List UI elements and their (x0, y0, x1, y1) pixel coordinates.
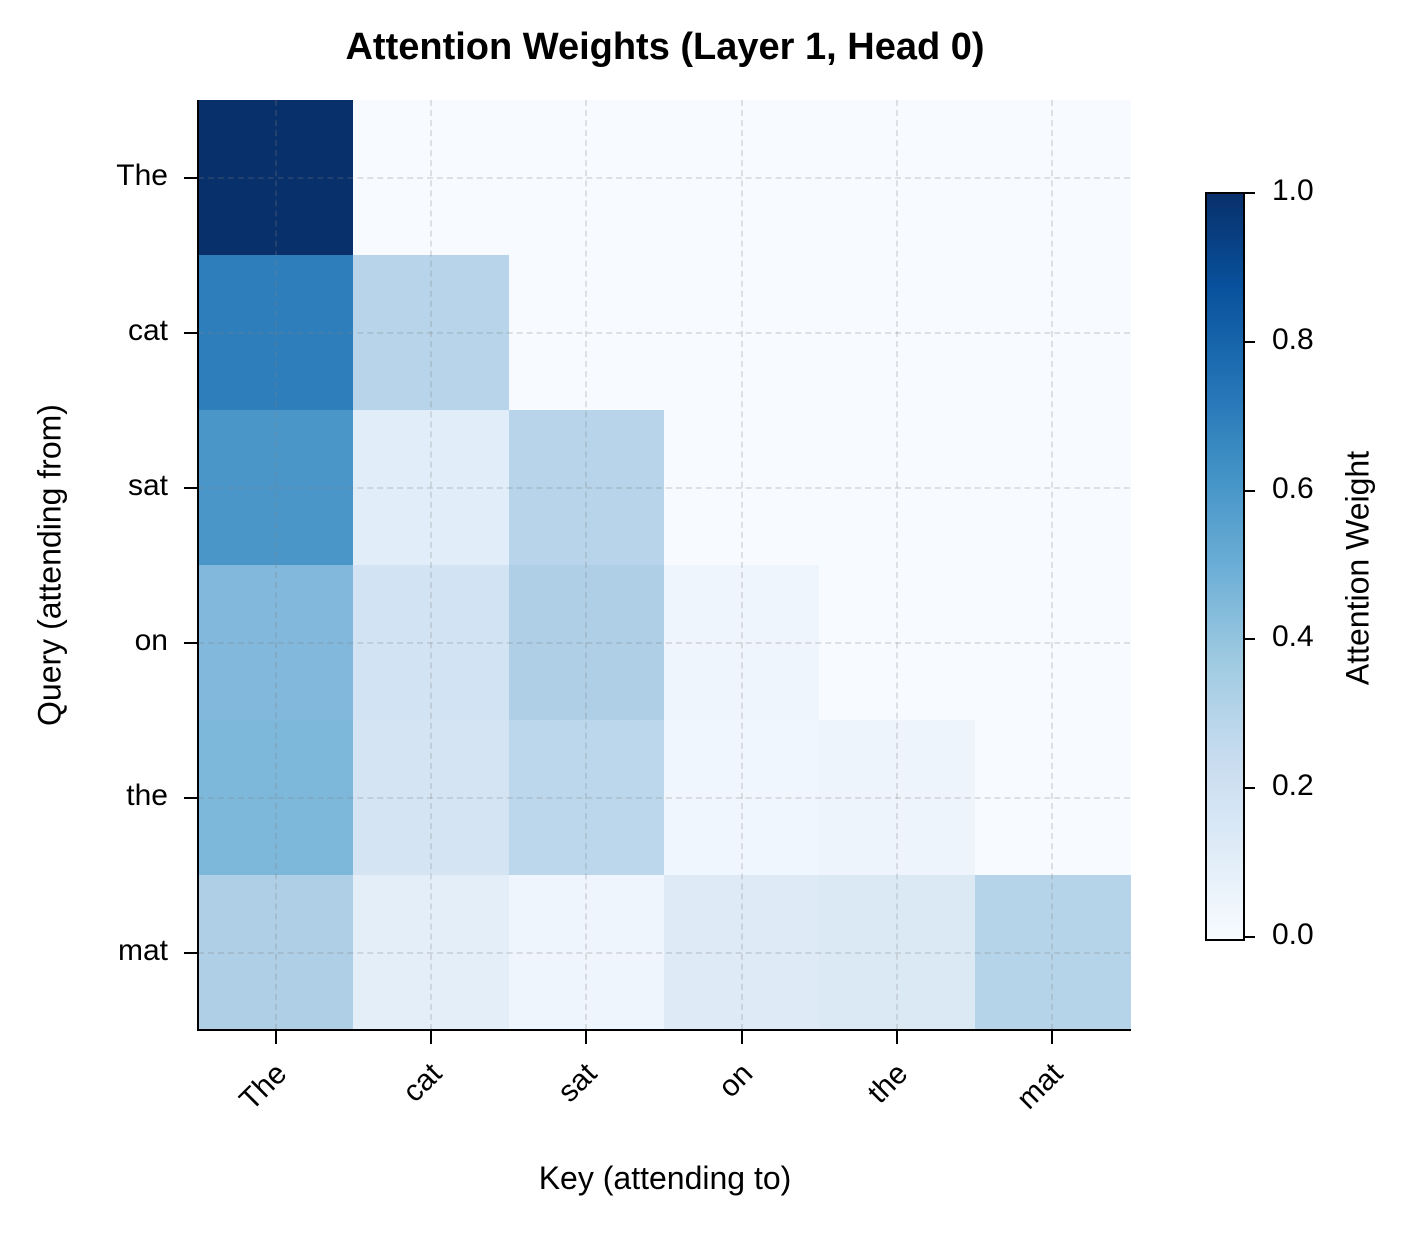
heatmap-cell (974, 100, 1131, 255)
colorbar-tick-label: 0.6 (1272, 471, 1314, 505)
gridline-horizontal (198, 951, 1130, 954)
gridline-horizontal (198, 486, 1130, 489)
gridline-vertical (740, 100, 743, 1030)
gridline-vertical (430, 100, 432, 1030)
colorbar-tick-label: 0.4 (1272, 620, 1314, 654)
heatmap-cell (353, 255, 510, 410)
heatmap-cell (974, 565, 1131, 720)
heatmap-cell (819, 565, 976, 720)
colorbar-tick-mark (1243, 638, 1255, 641)
heatmap-cell (198, 875, 354, 1030)
heatmap-cell (974, 875, 1131, 1030)
x-tick-mark (430, 1031, 432, 1044)
gridline-horizontal (198, 796, 1130, 799)
x-tick-label: cat (396, 1056, 449, 1109)
heatmap-cell (974, 720, 1131, 875)
heatmap-cell (819, 100, 976, 255)
y-tick-label: The (116, 158, 168, 192)
colorbar-tick-mark (1243, 787, 1255, 790)
colorbar-tick-label: 1.0 (1272, 174, 1314, 207)
heatmap-cell (508, 410, 665, 565)
y-tick-mark (184, 176, 197, 179)
heatmap-plot-area (198, 100, 1131, 1030)
x-tick-mark (1051, 1031, 1054, 1044)
x-tick-mark (585, 1031, 588, 1044)
y-tick-mark (184, 486, 197, 489)
gridline-vertical (1051, 100, 1054, 1030)
x-axis-line (197, 1029, 1131, 1031)
x-tick-mark (740, 1031, 743, 1044)
gridline-horizontal (198, 331, 1130, 334)
heatmap-cell (664, 720, 820, 875)
heatmap-cell (508, 565, 665, 720)
heatmap-cell (664, 565, 820, 720)
x-tick-label: the (861, 1056, 915, 1110)
y-axis-line (197, 100, 199, 1031)
heatmap-cell (353, 720, 510, 875)
colorbar-tick-label: 0.0 (1272, 918, 1314, 951)
heatmap-cell (353, 875, 510, 1030)
heatmap-cell (819, 875, 976, 1030)
y-tick-label: cat (127, 313, 168, 347)
heatmap-cell (664, 255, 820, 410)
colorbar (1205, 192, 1245, 941)
heatmap-cell (508, 720, 665, 875)
y-tick-label: mat (117, 933, 168, 967)
heatmap-cell (819, 720, 976, 875)
heatmap-cell (353, 100, 510, 255)
colorbar-tick-mark (1243, 340, 1255, 343)
heatmap-cell (198, 565, 354, 720)
y-tick-label: sat (127, 468, 168, 502)
x-tick-label: sat (552, 1056, 604, 1109)
chart-title: Attention Weights (Layer 1, Head 0) (345, 26, 985, 68)
x-tick-mark (274, 1031, 277, 1044)
gridline-horizontal (198, 641, 1130, 644)
heatmap-cell (198, 100, 354, 255)
heatmap-cell (664, 100, 820, 255)
colorbar-tick-label: 0.2 (1272, 769, 1314, 803)
colorbar-tick-label: 0.8 (1272, 322, 1314, 356)
heatmap-cell (508, 875, 665, 1030)
y-axis-title: Query (attending from) (31, 404, 68, 726)
heatmap-cell (353, 410, 510, 565)
y-tick-label: on (134, 623, 168, 657)
x-tick-label: mat (1010, 1056, 1070, 1116)
colorbar-tick-mark (1243, 936, 1255, 938)
colorbar-tick-mark (1243, 192, 1255, 194)
heatmap-cell (664, 410, 820, 565)
y-tick-mark (184, 641, 197, 644)
y-tick-mark (184, 951, 197, 954)
heatmap-cell (198, 255, 354, 410)
heatmap-cell (819, 410, 976, 565)
x-tick-label: The (233, 1056, 293, 1117)
heatmap-cell (508, 100, 665, 255)
y-tick-label: the (126, 778, 168, 812)
y-tick-mark (184, 331, 197, 334)
heatmap-cell (353, 565, 510, 720)
heatmap-cell (974, 410, 1131, 565)
heatmap-cell (974, 255, 1131, 410)
heatmap-cell (664, 875, 820, 1030)
heatmap-cell (198, 410, 354, 565)
x-tick-mark (896, 1031, 898, 1044)
heatmap-cell (198, 720, 354, 875)
heatmap-cell (819, 255, 976, 410)
colorbar-tick-mark (1243, 489, 1255, 492)
heatmap-cell (508, 255, 665, 410)
y-tick-mark (184, 796, 197, 799)
gridline-vertical (896, 100, 898, 1030)
colorbar-title: Attention Weight (1339, 450, 1376, 686)
x-tick-label: on (712, 1056, 759, 1104)
gridline-vertical (585, 100, 588, 1030)
gridline-vertical (274, 100, 277, 1030)
gridline-horizontal (198, 176, 1130, 179)
x-axis-title: Key (attending to) (538, 1160, 792, 1196)
